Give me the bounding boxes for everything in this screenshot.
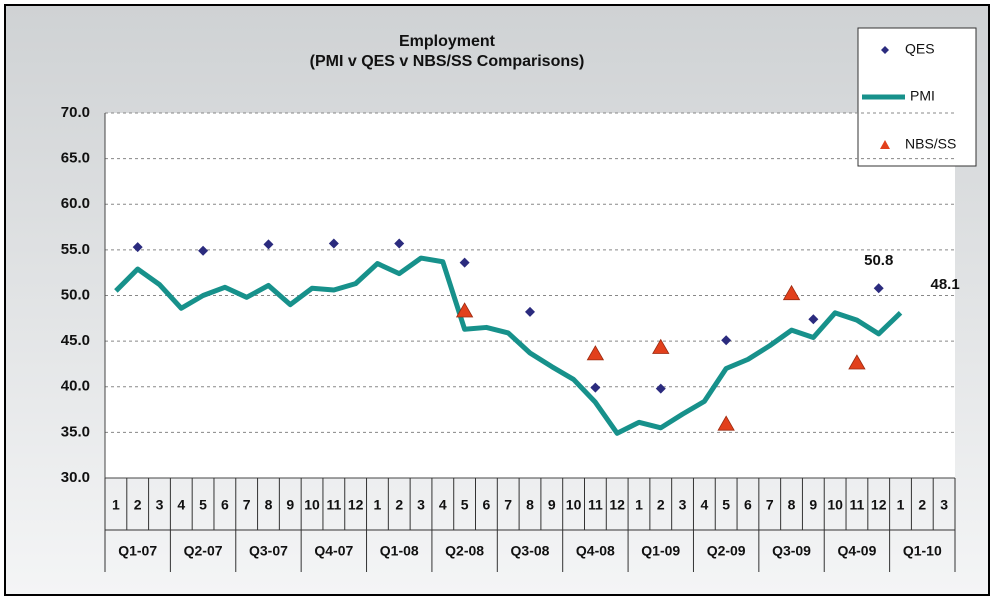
x-tick-label: 9 <box>548 497 556 513</box>
quarter-label: Q4-09 <box>837 543 876 559</box>
qes-marker <box>655 383 666 394</box>
x-tick-label: 2 <box>918 497 926 513</box>
qes-marker <box>808 314 819 325</box>
x-tick-label: 5 <box>461 497 469 513</box>
nbs-marker <box>652 338 670 354</box>
x-tick-label: 6 <box>483 497 491 513</box>
x-tick-label: 9 <box>809 497 817 513</box>
qes-marker <box>721 335 732 346</box>
quarter-label: Q3-08 <box>511 543 550 559</box>
x-tick-label: 4 <box>177 497 185 513</box>
y-tick-label: 45.0 <box>61 332 90 349</box>
x-tick-label: 6 <box>221 497 229 513</box>
y-tick-label: 70.0 <box>61 104 90 121</box>
nbs-marker <box>848 354 866 370</box>
x-tick-label: 11 <box>588 497 603 513</box>
nbs-marker <box>455 302 474 318</box>
qes-marker <box>459 257 470 268</box>
chart-title: Employment <box>399 33 496 50</box>
x-tick-label: 1 <box>112 497 120 513</box>
x-tick-label: 7 <box>504 497 512 513</box>
x-tick-label: 10 <box>566 497 582 513</box>
qes-marker <box>328 238 339 249</box>
x-tick-label: 3 <box>417 497 425 513</box>
y-tick-label: 60.0 <box>61 195 90 212</box>
x-tick-label: 8 <box>788 497 796 513</box>
quarter-label: Q1-07 <box>118 543 157 559</box>
qes-marker <box>873 283 884 294</box>
nbs-marker <box>782 284 801 301</box>
x-tick-label: 9 <box>286 497 294 513</box>
x-tick-label: 8 <box>265 497 273 513</box>
y-tick-label: 50.0 <box>61 286 90 303</box>
x-tick-label: 3 <box>679 497 687 513</box>
x-tick-label: 6 <box>744 497 752 513</box>
legend-marker <box>881 46 889 54</box>
x-tick-label: 2 <box>134 497 142 513</box>
quarter-label: Q4-08 <box>576 543 615 559</box>
x-tick-label: 4 <box>439 497 447 513</box>
quarter-label: Q1-09 <box>641 543 680 559</box>
qes-marker <box>263 239 274 250</box>
x-tick-label: 5 <box>722 497 730 513</box>
quarter-label: Q3-07 <box>249 543 288 559</box>
x-tick-label: 3 <box>156 497 164 513</box>
x-tick-label: 1 <box>374 497 382 513</box>
qes-marker <box>525 306 535 317</box>
qes-marker <box>394 238 405 249</box>
x-tick-label: 12 <box>348 497 364 513</box>
quarter-label: Q2-08 <box>445 543 484 559</box>
x-tick-label: 5 <box>199 497 207 513</box>
data-label: 50.8 <box>864 252 893 269</box>
quarter-label: Q2-07 <box>184 543 223 559</box>
y-tick-label: 35.0 <box>61 423 90 440</box>
x-tick-label: 7 <box>243 497 251 513</box>
nbs-marker <box>717 415 735 431</box>
x-tick-label: 11 <box>850 497 865 513</box>
x-tick-label: 12 <box>871 497 887 513</box>
legend-label: QES <box>905 41 935 57</box>
x-tick-label: 2 <box>395 497 403 513</box>
y-tick-label: 65.0 <box>61 150 90 167</box>
quarter-label: Q2-09 <box>707 543 746 559</box>
x-tick-label: 1 <box>897 497 905 513</box>
legend-marker <box>880 140 890 149</box>
y-tick-label: 30.0 <box>61 469 90 486</box>
y-tick-label: 55.0 <box>61 241 90 258</box>
x-tick-label: 4 <box>700 497 708 513</box>
qes-marker <box>132 242 143 253</box>
data-label: 48.1 <box>931 276 960 293</box>
x-tick-label: 11 <box>326 497 341 513</box>
quarter-label: Q4-07 <box>314 543 353 559</box>
quarter-label: Q1-10 <box>903 543 942 559</box>
quarter-label: Q1-08 <box>380 543 419 559</box>
x-tick-label: 8 <box>526 497 534 513</box>
pmi-line <box>114 255 903 436</box>
chart-subtitle: (PMI v QES v NBS/SS Comparisons) <box>310 53 585 70</box>
y-tick-label: 40.0 <box>61 378 90 395</box>
x-tick-label: 10 <box>827 497 843 513</box>
legend-label: PMI <box>910 88 935 104</box>
x-tick-label: 7 <box>766 497 774 513</box>
nbs-marker <box>586 345 605 361</box>
qes-marker <box>590 382 601 393</box>
x-tick-label: 12 <box>609 497 625 513</box>
x-tick-label: 10 <box>304 497 320 513</box>
x-tick-label: 1 <box>635 497 643 513</box>
qes-marker <box>198 245 209 256</box>
x-tick-label: 2 <box>657 497 665 513</box>
x-tick-label: 3 <box>940 497 948 513</box>
legend-label: NBS/SS <box>905 136 956 152</box>
quarter-label: Q3-09 <box>772 543 811 559</box>
